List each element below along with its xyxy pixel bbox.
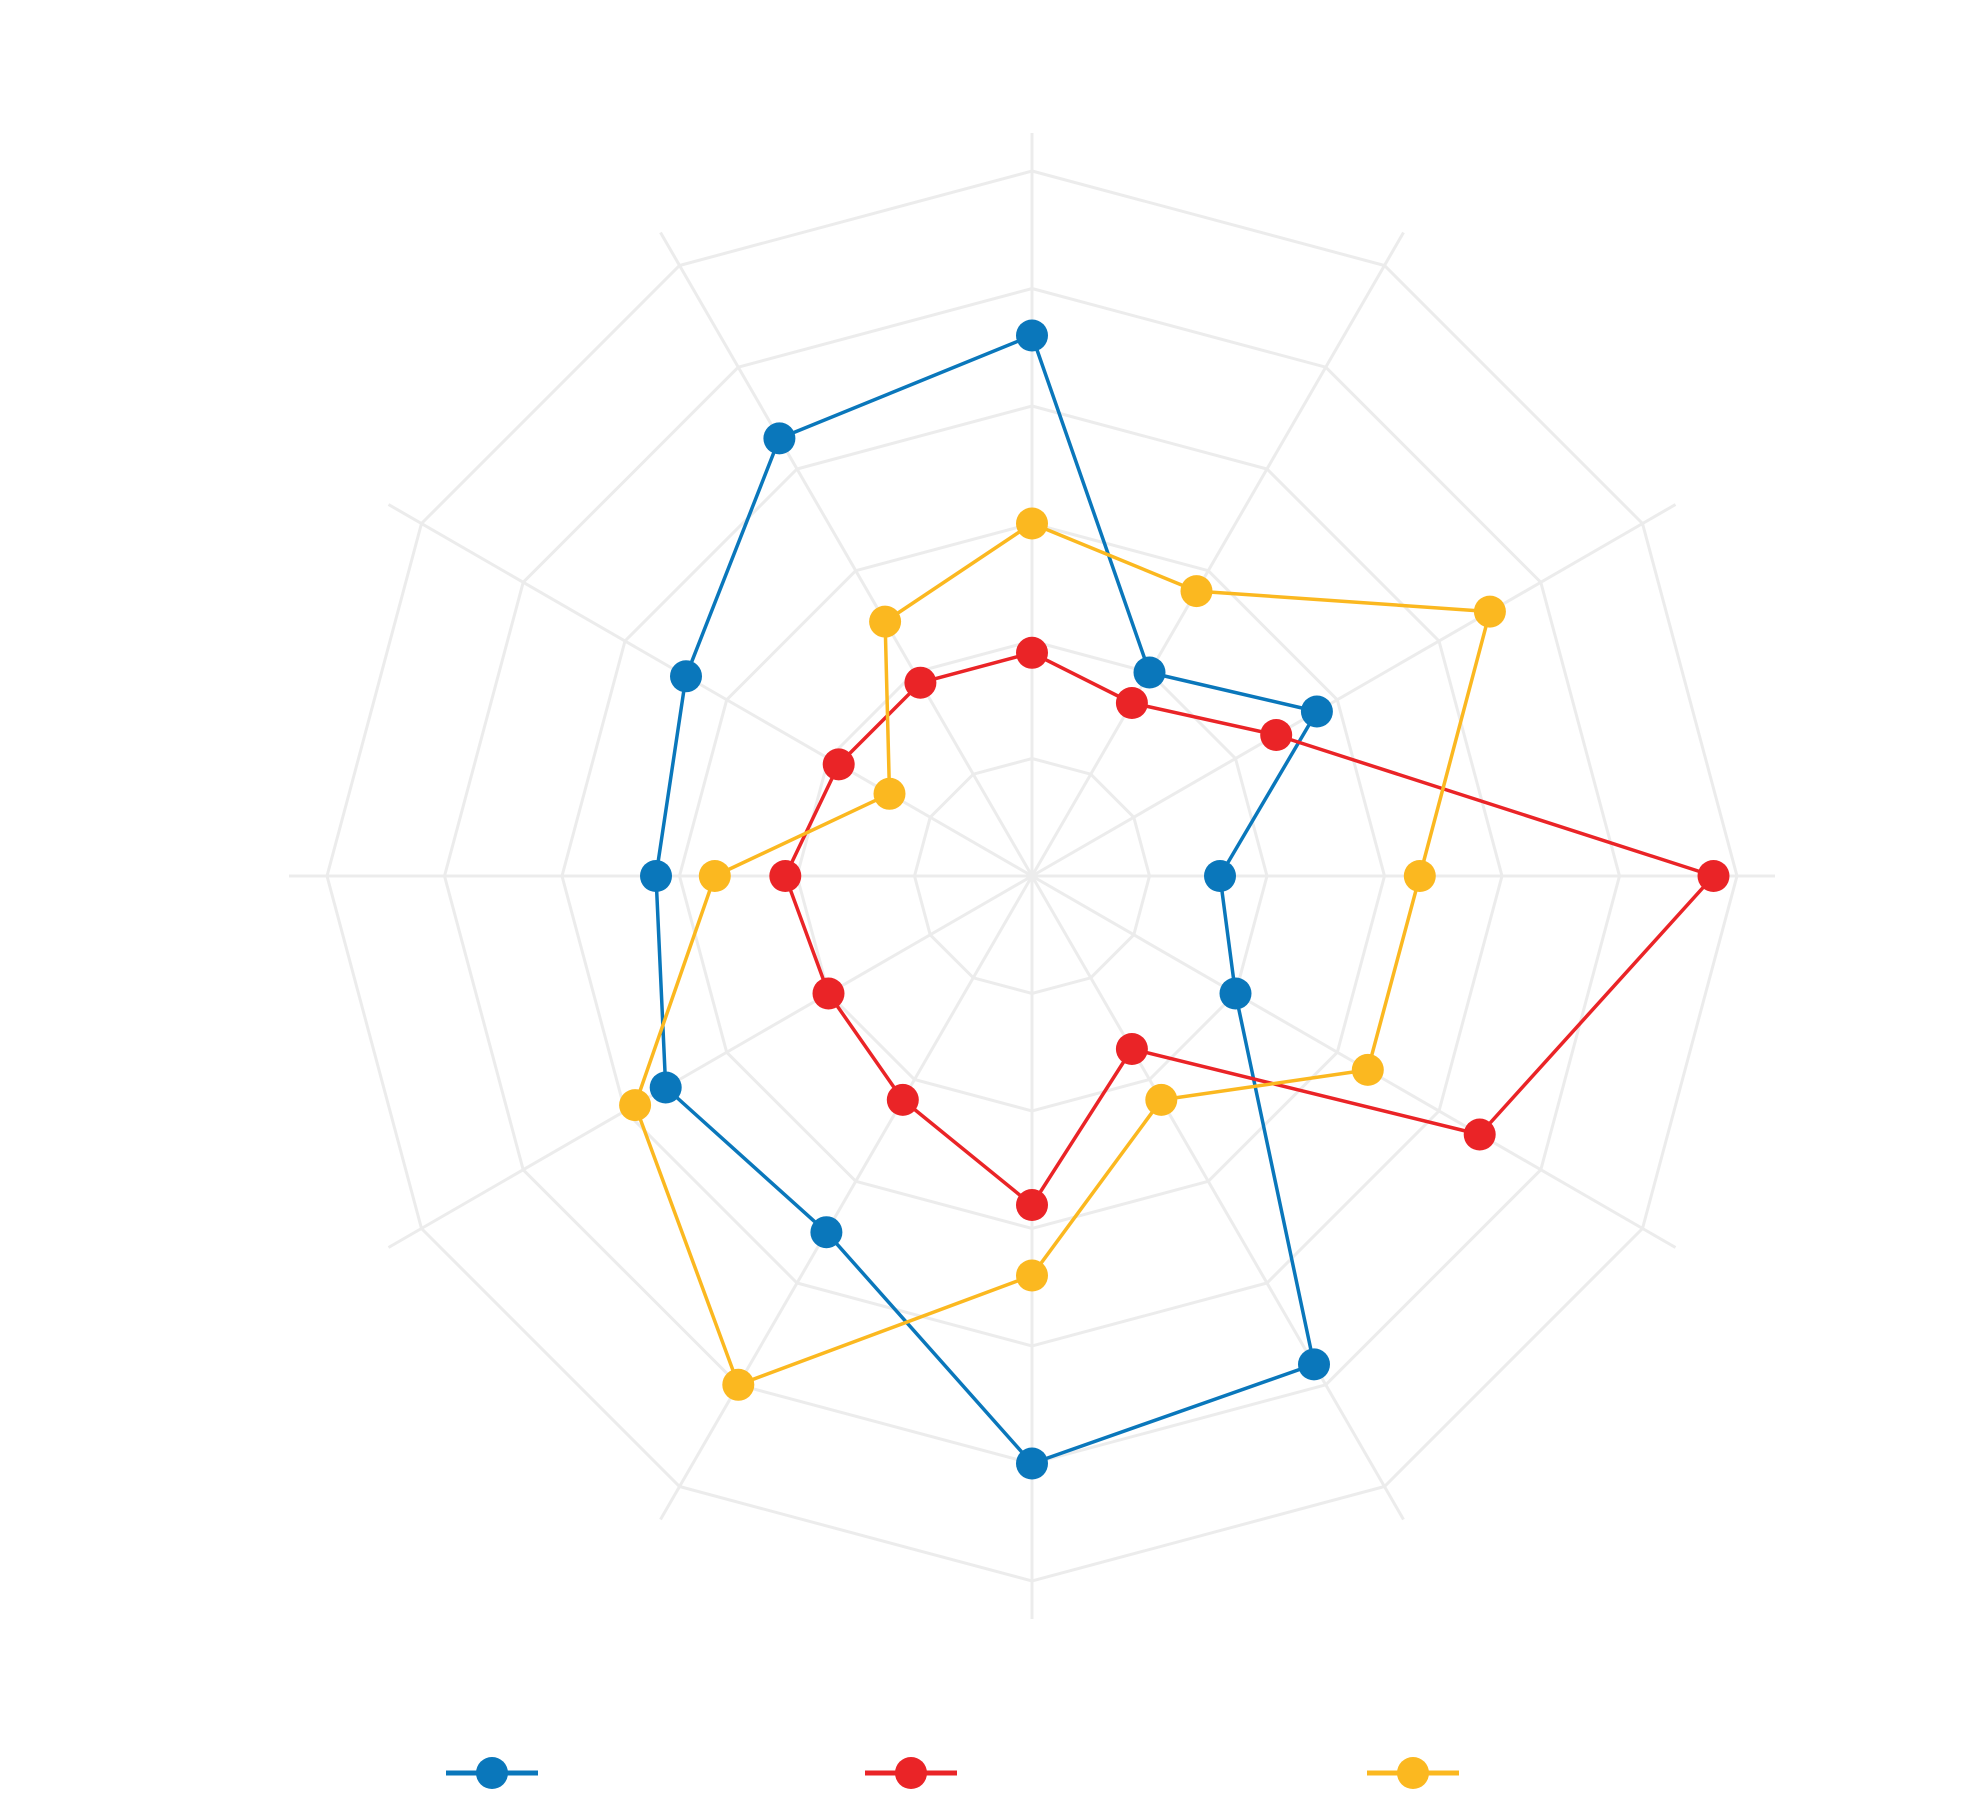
series-2-point-8 bbox=[619, 1089, 652, 1122]
series-1-point-4 bbox=[1463, 1118, 1496, 1151]
series-1 bbox=[769, 636, 1730, 1221]
series-1-point-5 bbox=[1115, 1033, 1148, 1065]
series-1-point-0 bbox=[1016, 636, 1048, 669]
axis-spoke-1 bbox=[1030, 231, 1405, 877]
series-1-point-8 bbox=[812, 977, 845, 1010]
series-2-point-11 bbox=[869, 605, 902, 638]
series-2-point-1 bbox=[1180, 575, 1213, 608]
series-2-point-4 bbox=[1351, 1053, 1384, 1086]
series-1-point-7 bbox=[886, 1083, 919, 1116]
legend bbox=[446, 1757, 1459, 1789]
series-1-point-11 bbox=[904, 666, 937, 699]
legend-item-0 bbox=[446, 1757, 538, 1789]
legend-item-1 bbox=[865, 1757, 957, 1789]
legend-marker-2 bbox=[1397, 1757, 1429, 1789]
series-2-point-5 bbox=[1145, 1083, 1178, 1116]
axis-spoke-7 bbox=[659, 875, 1034, 1521]
series-0-point-1 bbox=[1133, 656, 1166, 689]
legend-marker-1 bbox=[895, 1757, 927, 1789]
series-1-point-9 bbox=[769, 860, 802, 892]
series-2-point-2 bbox=[1473, 595, 1506, 628]
axis-spoke-4 bbox=[1031, 874, 1677, 1249]
series-0 bbox=[640, 319, 1333, 1480]
series-1-point-6 bbox=[1016, 1189, 1048, 1221]
series-0-point-0 bbox=[1016, 319, 1048, 352]
series-0-point-9 bbox=[640, 860, 672, 892]
series-0-point-3 bbox=[1204, 860, 1236, 892]
series-1-point-3 bbox=[1697, 860, 1730, 892]
series-0-point-5 bbox=[1298, 1348, 1330, 1381]
series-1-point-2 bbox=[1260, 719, 1293, 751]
series-2-line bbox=[633, 521, 1492, 1387]
series-2-point-6 bbox=[1016, 1259, 1048, 1292]
series-0-point-7 bbox=[810, 1216, 843, 1249]
series-0-point-10 bbox=[670, 660, 702, 693]
series-0-point-11 bbox=[763, 422, 796, 455]
series-0-point-4 bbox=[1219, 977, 1252, 1010]
series-2-point-7 bbox=[722, 1368, 755, 1401]
axis-spoke-10 bbox=[387, 503, 1033, 878]
legend-marker-0 bbox=[476, 1757, 508, 1789]
radar-series bbox=[619, 319, 1730, 1480]
legend-item-2 bbox=[1367, 1757, 1459, 1789]
series-2-point-0 bbox=[1016, 507, 1048, 540]
series-0-point-2 bbox=[1300, 695, 1333, 728]
axis-spoke-5 bbox=[1030, 875, 1405, 1521]
series-0-point-8 bbox=[649, 1071, 682, 1104]
series-2-point-10 bbox=[873, 777, 906, 810]
series-1-point-10 bbox=[822, 748, 855, 781]
series-0-point-6 bbox=[1016, 1447, 1048, 1480]
axis-spoke-8 bbox=[387, 874, 1033, 1249]
radar-grid bbox=[289, 133, 1775, 1619]
series-2 bbox=[619, 507, 1506, 1401]
axis-spoke-2 bbox=[1031, 503, 1677, 878]
series-1-point-1 bbox=[1115, 687, 1148, 719]
axis-spoke-11 bbox=[659, 231, 1034, 877]
series-2-point-3 bbox=[1403, 860, 1436, 892]
series-2-point-9 bbox=[698, 860, 731, 892]
series-1-line bbox=[783, 651, 1716, 1207]
